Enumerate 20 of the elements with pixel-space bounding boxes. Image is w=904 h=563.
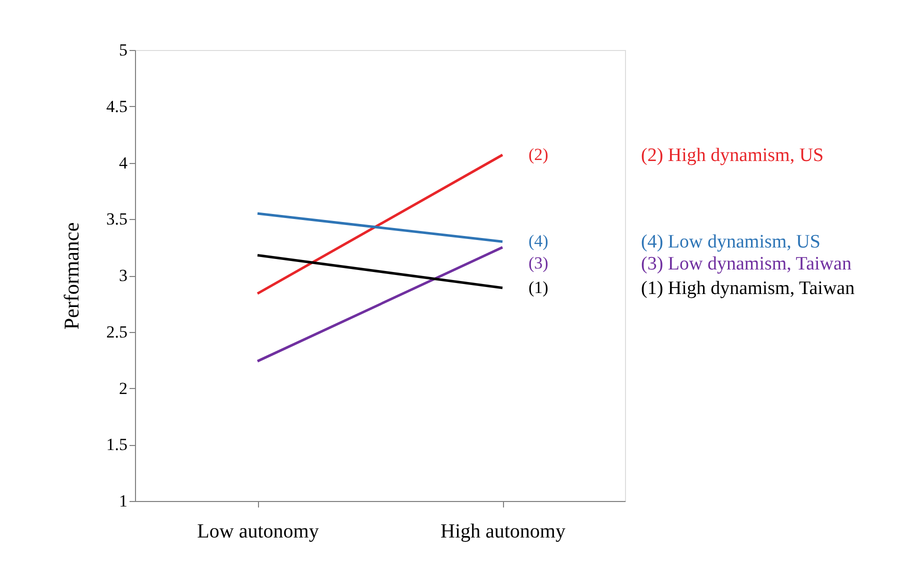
x-tick-label: Low autonomy bbox=[197, 520, 319, 542]
y-tick-label: 1.5 bbox=[106, 435, 128, 454]
y-tick-label: 2.5 bbox=[106, 322, 128, 342]
y-tick-label: 4 bbox=[119, 153, 128, 172]
y-tick-label: 3 bbox=[119, 266, 128, 285]
annotation: (3) bbox=[528, 254, 548, 273]
text: (2) High dynamism, US bbox=[641, 144, 824, 166]
y-tick-label: 5 bbox=[119, 40, 128, 60]
text: (3) Low dynamism, Taiwan bbox=[641, 254, 852, 275]
y-tick-label: 1 bbox=[119, 492, 128, 510]
y-tick-label: 3.5 bbox=[106, 210, 128, 229]
annotation: (4) bbox=[528, 232, 548, 251]
y-axis-title: Performance bbox=[59, 222, 84, 330]
text: (1) High dynamism, Taiwan bbox=[641, 278, 856, 299]
annotation: (2) bbox=[528, 144, 548, 164]
annotation: (1) bbox=[528, 278, 548, 297]
text: (4) Low dynamism, US bbox=[641, 232, 820, 253]
x-tick-label: High autonomy bbox=[440, 520, 566, 542]
y-tick-label: 4.5 bbox=[106, 96, 128, 116]
y-tick-label: 2 bbox=[119, 378, 128, 398]
